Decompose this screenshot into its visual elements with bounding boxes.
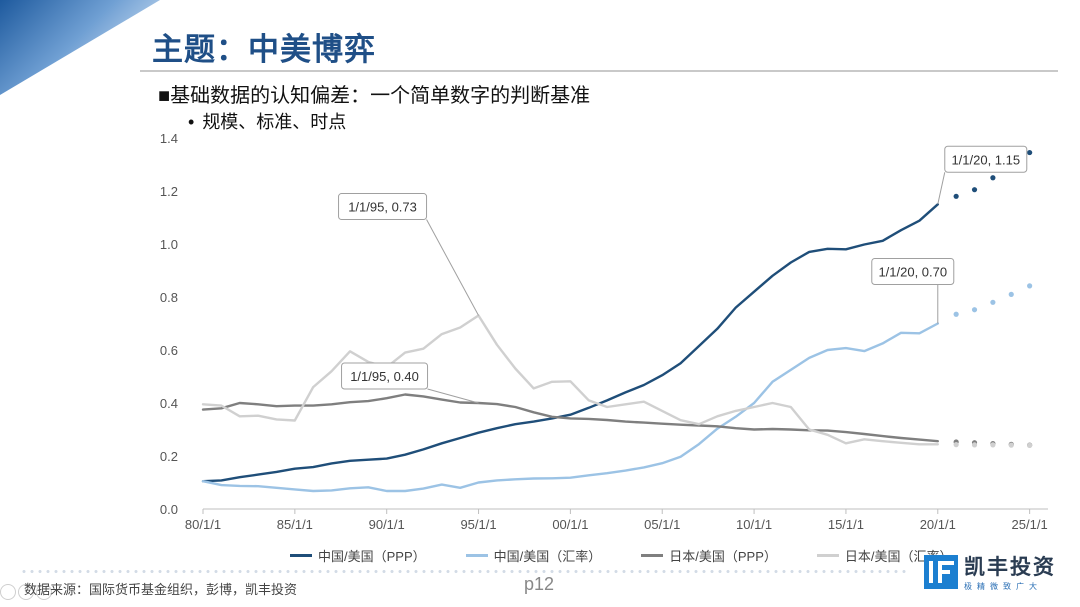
annotation-label: 1/1/95, 0.40 (350, 369, 419, 384)
annotation-label: 1/1/20, 1.15 (951, 152, 1020, 167)
slide-title: 主题：中美博弈 (152, 32, 376, 67)
y-tick-label: 1.4 (160, 131, 178, 146)
legend-swatch (465, 554, 488, 557)
forecast-point-3 (971, 442, 978, 448)
annotation-box (338, 193, 428, 221)
page-number: p12 (524, 574, 555, 594)
legend-item-1: 中国/美国（汇率） (465, 546, 602, 565)
forecast-point-0 (990, 175, 996, 181)
y-tick-label: 1.2 (160, 184, 178, 199)
legend-item-2: 日本/美国（PPP） (641, 546, 777, 565)
footer-dotted-line (20, 570, 910, 573)
bullet-text: 规模、标准、时点 (202, 112, 347, 132)
forecast-point-1 (1027, 283, 1033, 289)
y-tick-label: 1.0 (160, 237, 178, 252)
x-tick-label: 00/1/1 (552, 517, 588, 532)
annotation-leader (426, 219, 479, 316)
forecast-point-0 (971, 187, 978, 193)
forecast-point-3 (1008, 442, 1014, 448)
title-divider (140, 70, 1058, 72)
series-line-1 (201, 322, 939, 493)
forecast-point-3 (990, 442, 996, 448)
x-tick-label: 25/1/1 (1012, 517, 1048, 532)
x-tick-label: 85/1/1 (277, 517, 313, 532)
annotation-box (341, 362, 429, 390)
forecast-point-1 (953, 311, 959, 317)
forecast-point-1 (971, 307, 978, 313)
legend-swatch (290, 554, 312, 557)
series-line-3 (201, 314, 939, 446)
annotation-leader (937, 172, 946, 205)
forecast-point-0 (953, 193, 959, 199)
bullet-marker: • (188, 112, 195, 132)
annotation-label: 1/1/95, 0.73 (348, 200, 417, 215)
logo-name: 凯丰投资 (964, 556, 1056, 579)
annotation-box (871, 258, 955, 285)
annotation-leader (427, 388, 479, 404)
annotations: 1/1/20, 1.15 1/1/20, 0.70 1/1/95, 0.73 1/1/… (338, 145, 1028, 404)
plot-area (201, 149, 1033, 493)
x-tick-label: 90/1/1 (369, 517, 405, 532)
forecast-point-3 (953, 442, 959, 448)
logo-tagline: 极精微致广大 (964, 582, 1042, 591)
legend-item-0: 中国/美国（PPP） (290, 546, 426, 565)
y-tick-label: 0.8 (160, 290, 178, 305)
x-axis: 80/1/1 85/1/1 90/1/1 95/1/1 00/1/1 05/1/1 10/1… (185, 508, 1048, 532)
forecast-point-3 (1027, 442, 1033, 448)
legend-label: 中国/美国（汇率） (493, 549, 602, 564)
legend-swatch (641, 554, 664, 557)
legend-label: 日本/美国（PPP） (669, 549, 777, 564)
annotation-box (944, 145, 1028, 173)
series-line-0 (201, 203, 939, 483)
y-tick-label: 0.2 (160, 449, 178, 464)
y-tick-label: 0.6 (160, 343, 178, 358)
x-tick-label: 05/1/1 (644, 517, 680, 532)
y-tick-label: 0.0 (160, 502, 178, 517)
corner-circles (0, 584, 52, 600)
annotation-label: 1/1/20, 0.70 (878, 265, 947, 280)
chart-legend: 中国/美国（PPP） 中国/美国（汇率） 日本/美国（PPP） 日本/美国（汇率） (290, 546, 953, 565)
legend-swatch (816, 554, 839, 557)
legend-label: 中国/美国（PPP） (318, 549, 426, 564)
data-source: 数据来源：国际货币基金组织，彭博，凯丰投资 (24, 582, 298, 597)
forecast-point-1 (1008, 291, 1014, 297)
x-tick-label: 15/1/1 (828, 517, 864, 532)
forecast-point-1 (990, 299, 996, 305)
x-tick-label: 10/1/1 (736, 517, 772, 532)
company-logo: 凯丰投资 极精微致广大 (924, 551, 1056, 592)
forecast-point-0 (1027, 149, 1033, 156)
bullet-point: • 规模、标准、时点 (188, 108, 346, 134)
y-tick-label: 0.4 (160, 396, 178, 411)
slide-heading: ■基础数据的认知偏差：一个简单数字的判断基准 (158, 85, 591, 107)
x-tick-label: 20/1/1 (920, 517, 956, 532)
logo-mark-icon (924, 554, 958, 589)
y-axis: 0.0 0.2 0.4 0.6 0.8 1.0 1.2 1.4 (160, 131, 178, 517)
x-tick-label: 95/1/1 (460, 517, 496, 532)
x-tick-label: 80/1/1 (185, 517, 221, 532)
